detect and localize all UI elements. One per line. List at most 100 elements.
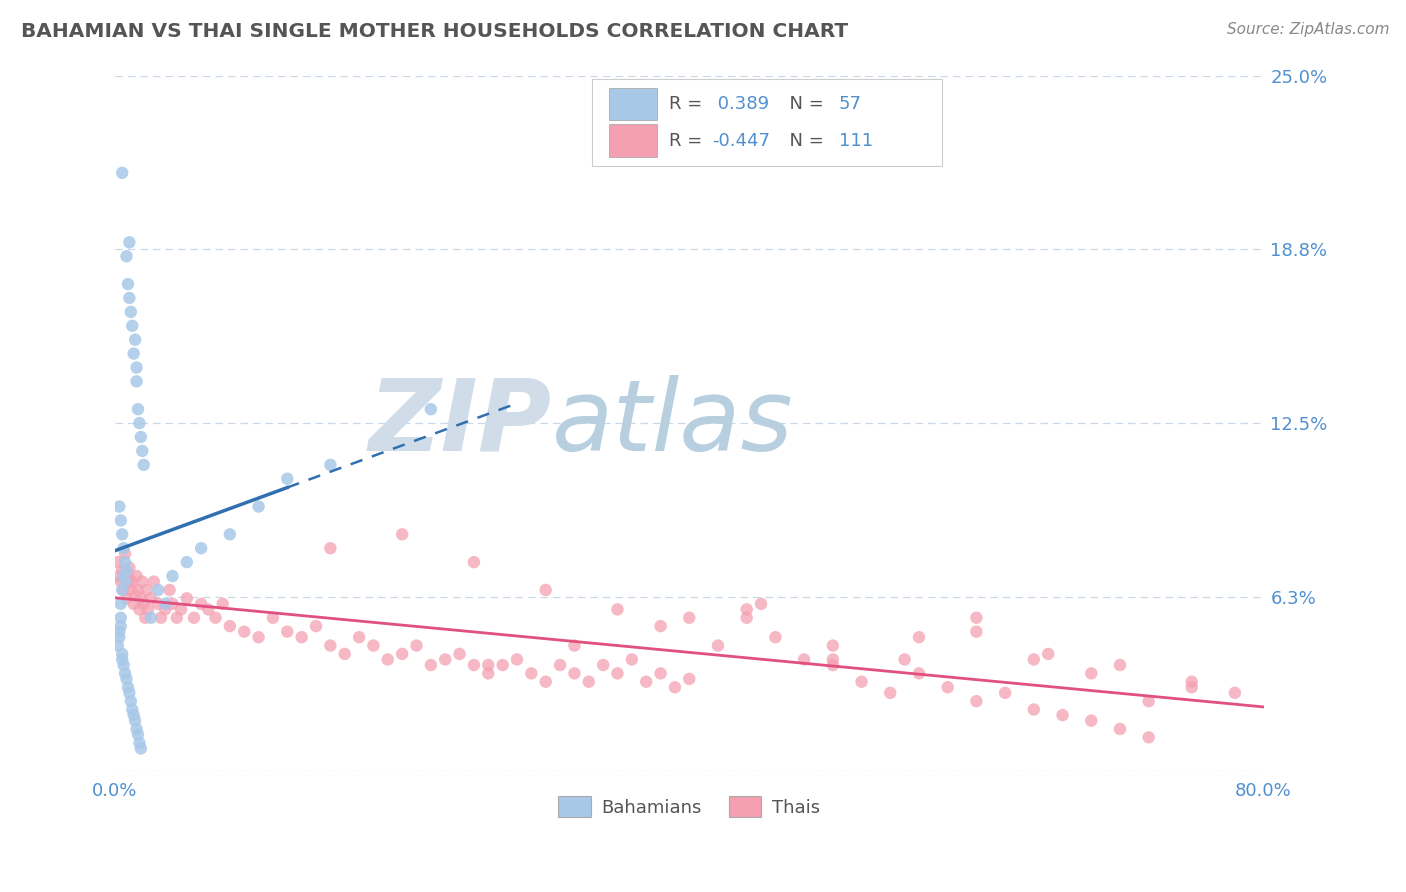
- Point: [110, 597, 132, 611]
- Point: [592, 658, 614, 673]
- Point: [146, 582, 169, 597]
- Point: [108, 500, 131, 514]
- Point: [127, 402, 149, 417]
- Point: [121, 702, 143, 716]
- Point: [548, 658, 571, 673]
- Point: [1022, 652, 1045, 666]
- Point: [218, 527, 240, 541]
- Point: [136, 602, 159, 616]
- Point: [319, 639, 342, 653]
- Text: 0.389: 0.389: [713, 95, 769, 113]
- Text: Source: ZipAtlas.com: Source: ZipAtlas.com: [1226, 22, 1389, 37]
- Point: [534, 674, 557, 689]
- Point: [162, 597, 184, 611]
- Point: [211, 597, 233, 611]
- Text: atlas: atlas: [551, 375, 793, 472]
- Point: [1052, 708, 1074, 723]
- Point: [108, 569, 131, 583]
- Point: [107, 555, 129, 569]
- Point: [176, 555, 198, 569]
- Point: [1137, 694, 1160, 708]
- Point: [391, 527, 413, 541]
- Point: [120, 582, 142, 597]
- Point: [233, 624, 256, 639]
- Point: [159, 582, 181, 597]
- Point: [121, 318, 143, 333]
- Point: [128, 602, 150, 616]
- Point: [118, 560, 141, 574]
- Point: [118, 686, 141, 700]
- Point: [110, 619, 132, 633]
- Point: [391, 647, 413, 661]
- Point: [117, 680, 139, 694]
- Point: [319, 458, 342, 472]
- Point: [111, 647, 134, 661]
- Point: [117, 277, 139, 291]
- Point: [247, 500, 270, 514]
- Point: [506, 652, 529, 666]
- Point: [111, 582, 134, 597]
- Point: [108, 624, 131, 639]
- Point: [118, 574, 141, 589]
- Point: [118, 291, 141, 305]
- Point: [650, 666, 672, 681]
- FancyBboxPatch shape: [609, 87, 657, 120]
- Point: [405, 639, 427, 653]
- Point: [851, 674, 873, 689]
- Point: [114, 547, 136, 561]
- Point: [434, 652, 457, 666]
- Point: [204, 611, 226, 625]
- Point: [197, 602, 219, 616]
- Point: [125, 375, 148, 389]
- Point: [128, 416, 150, 430]
- Point: [170, 602, 193, 616]
- Point: [520, 666, 543, 681]
- Point: [908, 666, 931, 681]
- Point: [333, 647, 356, 661]
- Point: [765, 630, 787, 644]
- Point: [127, 727, 149, 741]
- Point: [127, 582, 149, 597]
- Point: [121, 574, 143, 589]
- Point: [162, 569, 184, 583]
- Point: [131, 574, 153, 589]
- Point: [463, 658, 485, 673]
- Point: [463, 555, 485, 569]
- Point: [1223, 686, 1246, 700]
- Point: [112, 658, 135, 673]
- Text: BAHAMIAN VS THAI SINGLE MOTHER HOUSEHOLDS CORRELATION CHART: BAHAMIAN VS THAI SINGLE MOTHER HOUSEHOLD…: [21, 22, 848, 41]
- FancyBboxPatch shape: [592, 79, 942, 166]
- Point: [190, 541, 212, 556]
- Point: [115, 564, 138, 578]
- Point: [115, 249, 138, 263]
- Point: [965, 624, 987, 639]
- Point: [176, 591, 198, 606]
- Point: [110, 513, 132, 527]
- Point: [139, 591, 162, 606]
- Point: [491, 658, 513, 673]
- Text: N =: N =: [778, 132, 830, 150]
- Point: [664, 680, 686, 694]
- Point: [678, 672, 700, 686]
- Point: [291, 630, 314, 644]
- Point: [319, 541, 342, 556]
- Point: [578, 674, 600, 689]
- Point: [190, 597, 212, 611]
- Point: [125, 569, 148, 583]
- Text: N =: N =: [778, 95, 830, 113]
- Point: [419, 402, 441, 417]
- Point: [134, 611, 156, 625]
- Point: [1080, 714, 1102, 728]
- Point: [620, 652, 643, 666]
- Point: [129, 591, 152, 606]
- Point: [129, 430, 152, 444]
- Point: [564, 666, 586, 681]
- Text: R =: R =: [669, 132, 707, 150]
- Point: [108, 630, 131, 644]
- Point: [1022, 702, 1045, 716]
- Point: [262, 611, 284, 625]
- Point: [477, 666, 499, 681]
- Point: [636, 674, 658, 689]
- Point: [111, 652, 134, 666]
- Point: [142, 574, 165, 589]
